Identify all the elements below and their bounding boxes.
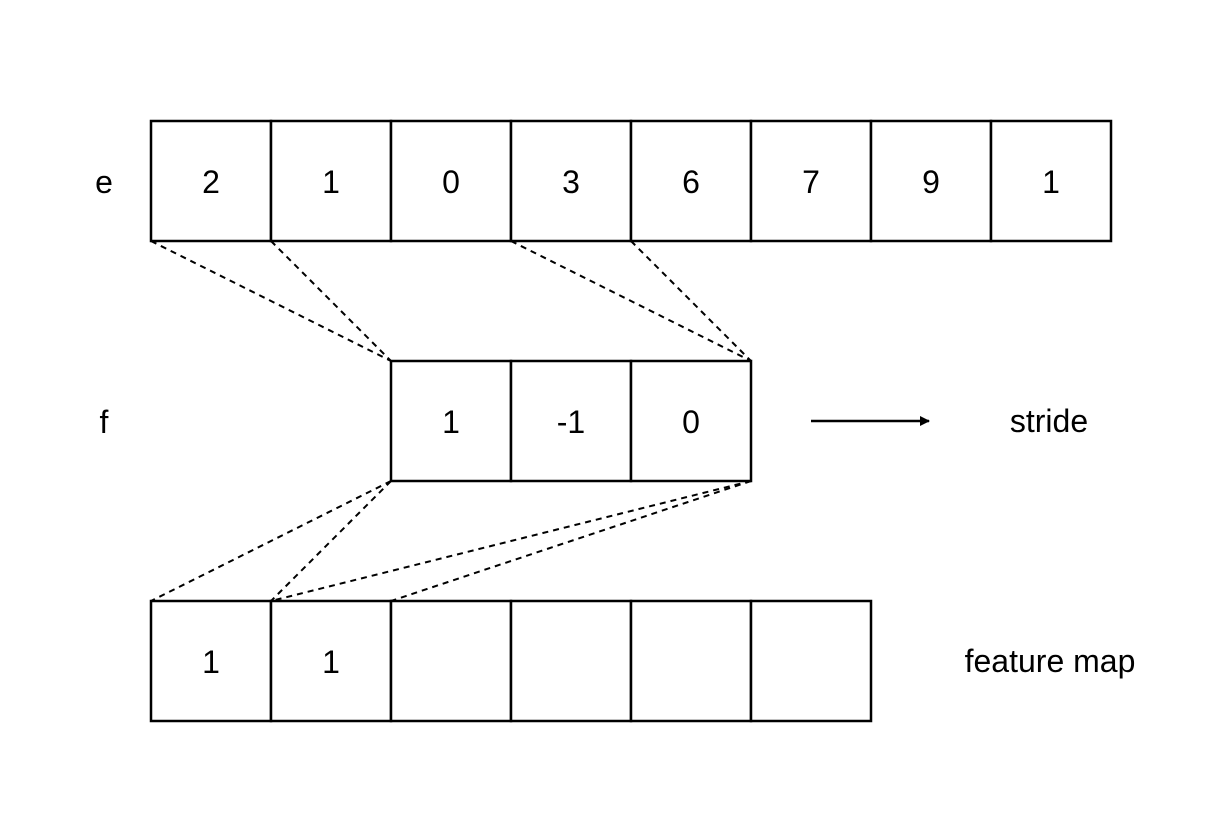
filter-row-label: f: [100, 404, 109, 440]
stride-label: stride: [1010, 403, 1088, 439]
input-cell-value: 9: [922, 164, 940, 200]
input-cell-value: 0: [442, 164, 460, 200]
output-cell: [509, 599, 633, 723]
output-cell: [389, 599, 513, 723]
connector-line: [270, 240, 392, 362]
input-cell: [749, 119, 873, 243]
connector-line: [390, 480, 752, 602]
connector-line: [270, 480, 392, 602]
input-cell-value: 3: [562, 164, 580, 200]
connector-line: [630, 240, 752, 362]
output-cell-value: 1: [202, 644, 220, 680]
connector-line: [270, 480, 752, 602]
input-cell-value: 1: [322, 164, 340, 200]
input-cell-value: 1: [1042, 164, 1060, 200]
connector-line: [150, 240, 392, 362]
input-cell-value: 6: [682, 164, 700, 200]
input-cell: [389, 119, 513, 243]
filter-cell-value: -1: [557, 404, 585, 440]
output-row: 1 1: [149, 599, 873, 723]
connector-line: [150, 480, 392, 602]
input-cell: [149, 119, 273, 243]
input-row-label: e: [95, 164, 113, 200]
input-row: 2 1 0 3 6 7 9 1: [149, 119, 1113, 243]
output-cell: [269, 599, 393, 723]
output-row-label: feature map: [965, 643, 1136, 679]
input-cell: [629, 119, 753, 243]
output-cell: [629, 599, 753, 723]
connector-line: [510, 240, 752, 362]
input-cell-value: 2: [202, 164, 220, 200]
filter-cell: [389, 359, 513, 483]
filter-cell-value: 0: [682, 404, 700, 440]
input-cell: [989, 119, 1113, 243]
input-filter-connectors: [150, 240, 752, 362]
input-cell: [869, 119, 993, 243]
filter-cell-value: 1: [442, 404, 460, 440]
filter-output-connectors: [150, 480, 752, 602]
filter-cell: [629, 359, 753, 483]
output-cell-value: 1: [322, 644, 340, 680]
filter-row: 1 -1 0: [389, 359, 753, 483]
input-cell-value: 7: [802, 164, 820, 200]
output-cell: [749, 599, 873, 723]
filter-cell: [509, 359, 633, 483]
input-cell: [269, 119, 393, 243]
